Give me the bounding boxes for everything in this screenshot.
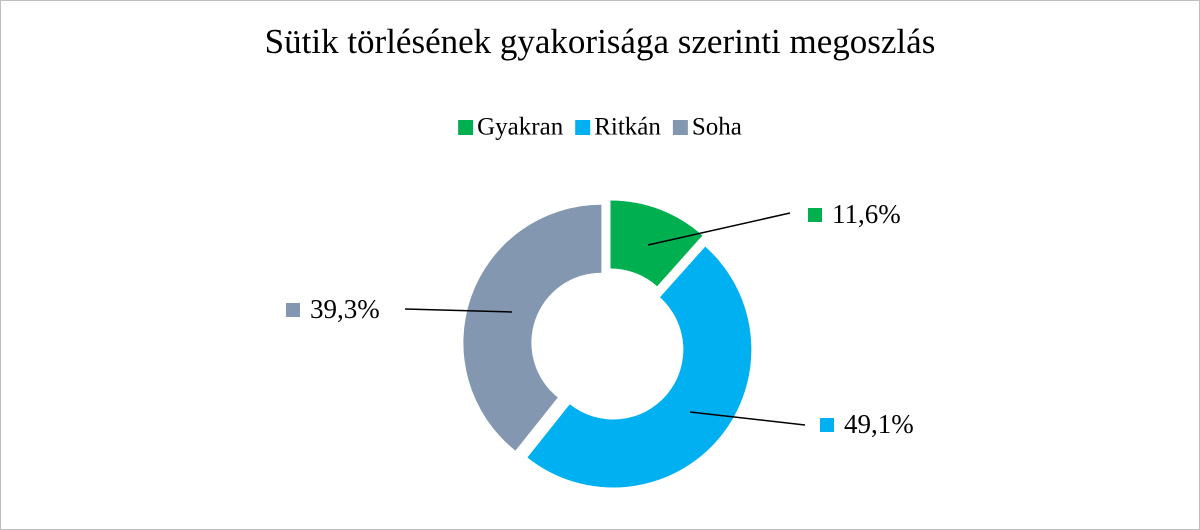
donut-segment — [527, 246, 752, 488]
leader-line — [647, 212, 791, 246]
legend-label: Ritkán — [594, 114, 661, 141]
legend-swatch — [672, 120, 688, 135]
data-label: 11,6% — [832, 199, 901, 229]
legend-label: Soha — [692, 114, 742, 141]
data-label: 39,3% — [310, 294, 380, 324]
legend-swatch — [575, 120, 591, 135]
label-swatch — [808, 208, 822, 222]
label-swatch — [286, 303, 300, 317]
legend-label: Gyakran — [477, 114, 564, 141]
data-label: 49,1% — [844, 409, 914, 439]
legend-swatch — [458, 120, 474, 135]
leader-line — [404, 308, 513, 313]
label-swatch — [820, 418, 834, 432]
leader-line — [689, 411, 806, 426]
chart-title: Sütik törlésének gyakorisága szerinti me… — [265, 22, 936, 61]
donut-segment — [463, 204, 602, 451]
